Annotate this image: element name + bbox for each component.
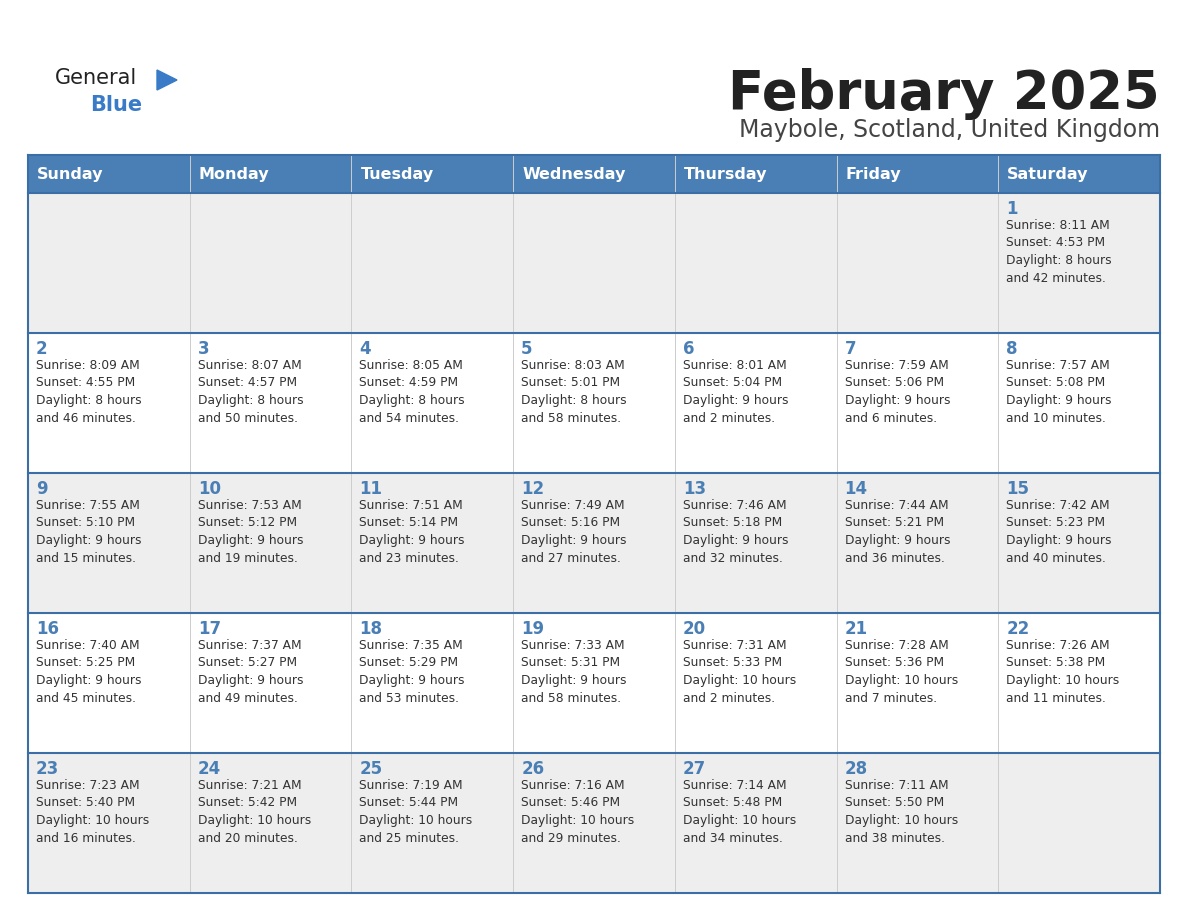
Text: 23: 23 (36, 760, 59, 778)
Text: Sunrise: 7:28 AM
Sunset: 5:36 PM
Daylight: 10 hours
and 7 minutes.: Sunrise: 7:28 AM Sunset: 5:36 PM Dayligh… (845, 639, 958, 704)
Bar (190, 155, 352, 193)
Text: Sunrise: 7:35 AM
Sunset: 5:29 PM
Daylight: 9 hours
and 53 minutes.: Sunrise: 7:35 AM Sunset: 5:29 PM Dayligh… (360, 639, 465, 704)
Bar (29, 753, 1159, 893)
Text: Sunrise: 7:37 AM
Sunset: 5:27 PM
Daylight: 9 hours
and 49 minutes.: Sunrise: 7:37 AM Sunset: 5:27 PM Dayligh… (197, 639, 303, 704)
Bar (29, 333, 1159, 473)
Text: 27: 27 (683, 760, 706, 778)
Text: 28: 28 (845, 760, 867, 778)
Text: Sunrise: 7:59 AM
Sunset: 5:06 PM
Daylight: 9 hours
and 6 minutes.: Sunrise: 7:59 AM Sunset: 5:06 PM Dayligh… (845, 359, 950, 424)
Text: 1: 1 (1006, 200, 1018, 218)
Text: Sunrise: 7:26 AM
Sunset: 5:38 PM
Daylight: 10 hours
and 11 minutes.: Sunrise: 7:26 AM Sunset: 5:38 PM Dayligh… (1006, 639, 1119, 704)
Bar (998, 155, 1159, 193)
Text: Sunrise: 8:11 AM
Sunset: 4:53 PM
Daylight: 8 hours
and 42 minutes.: Sunrise: 8:11 AM Sunset: 4:53 PM Dayligh… (1006, 219, 1112, 285)
Text: Sunrise: 7:42 AM
Sunset: 5:23 PM
Daylight: 9 hours
and 40 minutes.: Sunrise: 7:42 AM Sunset: 5:23 PM Dayligh… (1006, 499, 1112, 565)
Bar (513, 155, 675, 193)
Text: Sunrise: 8:01 AM
Sunset: 5:04 PM
Daylight: 9 hours
and 2 minutes.: Sunrise: 8:01 AM Sunset: 5:04 PM Dayligh… (683, 359, 789, 424)
Bar (29, 193, 1159, 333)
Text: 5: 5 (522, 340, 532, 358)
Text: Saturday: Saturday (1007, 166, 1088, 182)
Text: Sunrise: 7:46 AM
Sunset: 5:18 PM
Daylight: 9 hours
and 32 minutes.: Sunrise: 7:46 AM Sunset: 5:18 PM Dayligh… (683, 499, 789, 565)
Bar (675, 155, 836, 193)
Text: Sunrise: 7:55 AM
Sunset: 5:10 PM
Daylight: 9 hours
and 15 minutes.: Sunrise: 7:55 AM Sunset: 5:10 PM Dayligh… (36, 499, 141, 565)
Text: Sunrise: 7:16 AM
Sunset: 5:46 PM
Daylight: 10 hours
and 29 minutes.: Sunrise: 7:16 AM Sunset: 5:46 PM Dayligh… (522, 779, 634, 845)
Text: Sunrise: 7:19 AM
Sunset: 5:44 PM
Daylight: 10 hours
and 25 minutes.: Sunrise: 7:19 AM Sunset: 5:44 PM Dayligh… (360, 779, 473, 845)
Text: 24: 24 (197, 760, 221, 778)
Text: Sunrise: 7:23 AM
Sunset: 5:40 PM
Daylight: 10 hours
and 16 minutes.: Sunrise: 7:23 AM Sunset: 5:40 PM Dayligh… (36, 779, 150, 845)
Text: Sunrise: 7:14 AM
Sunset: 5:48 PM
Daylight: 10 hours
and 34 minutes.: Sunrise: 7:14 AM Sunset: 5:48 PM Dayligh… (683, 779, 796, 845)
Text: Sunrise: 7:21 AM
Sunset: 5:42 PM
Daylight: 10 hours
and 20 minutes.: Sunrise: 7:21 AM Sunset: 5:42 PM Dayligh… (197, 779, 311, 845)
Text: General: General (55, 68, 138, 88)
Text: 21: 21 (845, 620, 867, 638)
Text: 15: 15 (1006, 480, 1029, 498)
Text: 12: 12 (522, 480, 544, 498)
Text: Sunrise: 7:57 AM
Sunset: 5:08 PM
Daylight: 9 hours
and 10 minutes.: Sunrise: 7:57 AM Sunset: 5:08 PM Dayligh… (1006, 359, 1112, 424)
Text: 3: 3 (197, 340, 209, 358)
Bar (836, 155, 998, 193)
Text: Sunrise: 7:51 AM
Sunset: 5:14 PM
Daylight: 9 hours
and 23 minutes.: Sunrise: 7:51 AM Sunset: 5:14 PM Dayligh… (360, 499, 465, 565)
Text: Thursday: Thursday (684, 166, 767, 182)
Text: 19: 19 (522, 620, 544, 638)
Text: 9: 9 (36, 480, 48, 498)
Text: Wednesday: Wednesday (523, 166, 626, 182)
Text: 2: 2 (36, 340, 48, 358)
Text: 26: 26 (522, 760, 544, 778)
Bar (29, 613, 1159, 753)
Text: Sunrise: 7:49 AM
Sunset: 5:16 PM
Daylight: 9 hours
and 27 minutes.: Sunrise: 7:49 AM Sunset: 5:16 PM Dayligh… (522, 499, 626, 565)
Text: Sunrise: 7:11 AM
Sunset: 5:50 PM
Daylight: 10 hours
and 38 minutes.: Sunrise: 7:11 AM Sunset: 5:50 PM Dayligh… (845, 779, 958, 845)
Polygon shape (157, 70, 177, 90)
Text: 17: 17 (197, 620, 221, 638)
Text: Maybole, Scotland, United Kingdom: Maybole, Scotland, United Kingdom (739, 118, 1159, 142)
Text: 6: 6 (683, 340, 694, 358)
Text: Friday: Friday (846, 166, 902, 182)
Text: 22: 22 (1006, 620, 1030, 638)
Text: Sunrise: 8:03 AM
Sunset: 5:01 PM
Daylight: 8 hours
and 58 minutes.: Sunrise: 8:03 AM Sunset: 5:01 PM Dayligh… (522, 359, 627, 424)
Text: Sunrise: 8:09 AM
Sunset: 4:55 PM
Daylight: 8 hours
and 46 minutes.: Sunrise: 8:09 AM Sunset: 4:55 PM Dayligh… (36, 359, 141, 424)
Text: Sunrise: 7:31 AM
Sunset: 5:33 PM
Daylight: 10 hours
and 2 minutes.: Sunrise: 7:31 AM Sunset: 5:33 PM Dayligh… (683, 639, 796, 704)
Text: Sunrise: 8:07 AM
Sunset: 4:57 PM
Daylight: 8 hours
and 50 minutes.: Sunrise: 8:07 AM Sunset: 4:57 PM Dayligh… (197, 359, 303, 424)
Text: 8: 8 (1006, 340, 1018, 358)
Bar (29, 155, 190, 193)
Text: Sunrise: 7:40 AM
Sunset: 5:25 PM
Daylight: 9 hours
and 45 minutes.: Sunrise: 7:40 AM Sunset: 5:25 PM Dayligh… (36, 639, 141, 704)
Bar (352, 155, 513, 193)
Text: 16: 16 (36, 620, 59, 638)
Text: 4: 4 (360, 340, 371, 358)
Bar (29, 473, 1159, 613)
Text: February 2025: February 2025 (728, 68, 1159, 120)
Text: 20: 20 (683, 620, 706, 638)
Text: 7: 7 (845, 340, 857, 358)
Text: 18: 18 (360, 620, 383, 638)
Text: Sunday: Sunday (37, 166, 103, 182)
Text: Monday: Monday (198, 166, 270, 182)
Text: Sunrise: 7:44 AM
Sunset: 5:21 PM
Daylight: 9 hours
and 36 minutes.: Sunrise: 7:44 AM Sunset: 5:21 PM Dayligh… (845, 499, 950, 565)
Text: Blue: Blue (90, 95, 143, 115)
Text: Tuesday: Tuesday (360, 166, 434, 182)
Text: 13: 13 (683, 480, 706, 498)
Text: Sunrise: 7:53 AM
Sunset: 5:12 PM
Daylight: 9 hours
and 19 minutes.: Sunrise: 7:53 AM Sunset: 5:12 PM Dayligh… (197, 499, 303, 565)
Text: 10: 10 (197, 480, 221, 498)
Text: Sunrise: 8:05 AM
Sunset: 4:59 PM
Daylight: 8 hours
and 54 minutes.: Sunrise: 8:05 AM Sunset: 4:59 PM Dayligh… (360, 359, 465, 424)
Text: 11: 11 (360, 480, 383, 498)
Text: 25: 25 (360, 760, 383, 778)
Text: 14: 14 (845, 480, 867, 498)
Text: Sunrise: 7:33 AM
Sunset: 5:31 PM
Daylight: 9 hours
and 58 minutes.: Sunrise: 7:33 AM Sunset: 5:31 PM Dayligh… (522, 639, 626, 704)
